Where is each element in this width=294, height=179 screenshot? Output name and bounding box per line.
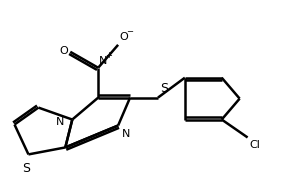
Text: O: O bbox=[119, 32, 128, 42]
Text: S: S bbox=[22, 162, 31, 175]
Text: S: S bbox=[160, 82, 168, 95]
Text: O: O bbox=[60, 46, 68, 56]
Text: N: N bbox=[56, 117, 64, 127]
Text: −: − bbox=[126, 27, 133, 36]
Text: Cl: Cl bbox=[250, 141, 260, 151]
Text: N: N bbox=[122, 129, 131, 139]
Text: N: N bbox=[99, 56, 108, 66]
Text: +: + bbox=[105, 51, 112, 60]
